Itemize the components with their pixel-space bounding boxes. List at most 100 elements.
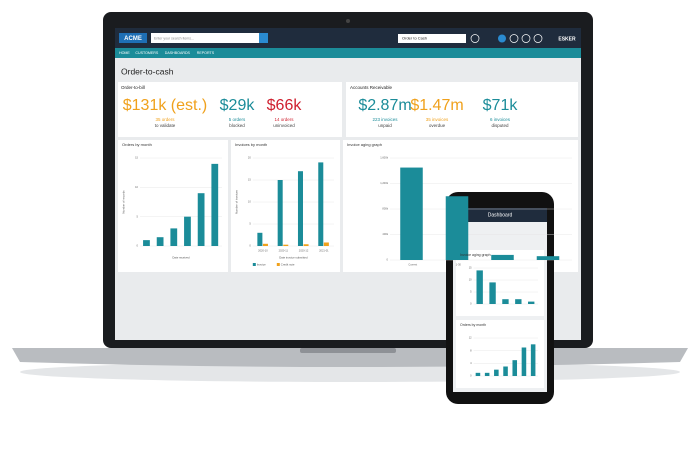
card [118, 82, 342, 137]
y-tick-label: 15 [248, 178, 251, 182]
bar [476, 270, 483, 304]
legend-swatch [276, 263, 280, 266]
legend-label: Invoice [257, 262, 266, 266]
y-tick-label: 10 [135, 185, 138, 189]
help-icon[interactable] [498, 34, 506, 43]
kpi-line1: 5 orders [229, 117, 246, 122]
y-tick-label: 0 [470, 374, 472, 378]
kpi-line2: overdue [429, 123, 446, 128]
bar [521, 347, 527, 376]
y-tick-label: 4 [470, 361, 472, 365]
icon[interactable] [533, 34, 543, 43]
bar [536, 256, 560, 260]
bar [491, 254, 514, 260]
kpi-value: $131k (est.) [123, 97, 207, 114]
bar [323, 242, 329, 246]
kpi-value: $1.47m [410, 97, 463, 114]
y-tick-label: 1,200k [380, 181, 388, 185]
y-tick-label: 0 [470, 302, 472, 306]
bar [184, 216, 191, 246]
kpi-value: $71k [483, 97, 519, 114]
kpi-line2: unpaid [378, 123, 392, 128]
chart-card [118, 140, 228, 272]
x-tick-label: Current [408, 263, 417, 267]
chart-title: Orders by month [122, 142, 152, 147]
nav-item[interactable]: CUSTOMERS [135, 51, 158, 55]
kpi-line2: disputed [491, 123, 509, 128]
bar [297, 171, 303, 246]
bar [303, 244, 309, 246]
nav-item[interactable]: REPORTS [197, 51, 215, 55]
y-tick-label: 15 [469, 266, 472, 270]
y-tick-label: 5 [137, 214, 139, 218]
y-tick-label: 10 [469, 278, 472, 282]
bar [197, 193, 205, 246]
kpi-value: $2.87m [358, 97, 411, 114]
bar [512, 360, 518, 376]
chart-title: Invoice aging graph [460, 253, 491, 257]
y-tick-label: 15 [135, 156, 138, 160]
y-tick-label: 0 [249, 244, 251, 248]
y-tick-label: 5 [249, 222, 251, 226]
kpi-line1: 223 invoices [372, 117, 398, 122]
nav: HOME CUSTOMERS DASHBOARDS REPORTS [119, 51, 215, 55]
kpi-line1: 14 orders [274, 117, 294, 122]
bar [170, 228, 178, 246]
bar [277, 180, 283, 246]
logo: ACME [124, 36, 142, 42]
x-axis-label: Date received [172, 256, 190, 260]
chart-title: Invoice aging graph [347, 142, 382, 147]
page-title: Order-to-cash [121, 66, 174, 76]
logo-box [119, 33, 147, 43]
icon[interactable] [509, 34, 519, 43]
search-button[interactable] [259, 33, 268, 43]
kpi-line1: 6 invoices [490, 117, 511, 122]
icon[interactable] [521, 34, 531, 43]
bar [484, 372, 490, 376]
y-tick-label: 5 [470, 290, 472, 294]
brand: ESKER [558, 36, 576, 42]
x-tick-label: 2020-11 [279, 249, 289, 253]
bar [503, 366, 508, 376]
y-tick-label: 0 [137, 244, 139, 248]
dropdown-label: Order to Cash [402, 36, 427, 41]
bar [143, 240, 150, 246]
card [346, 82, 578, 137]
bar [515, 299, 522, 304]
kpi-line1: 35 invoices [426, 117, 449, 122]
card-title: Order-to-bill [121, 85, 145, 90]
dropdown[interactable] [398, 34, 466, 43]
bar [475, 372, 481, 376]
y-tick-label: 8 [470, 348, 472, 352]
bar [489, 282, 496, 304]
bar [156, 237, 164, 246]
chart-title: Invoices by month [235, 142, 267, 147]
phone-title: Dashboard [488, 212, 513, 218]
x-axis-label: Date invoice submitted [279, 256, 308, 260]
chart-card [456, 250, 544, 316]
kpi-value: $66k [267, 97, 303, 114]
legend-label: Credit note [281, 262, 295, 266]
search-box[interactable] [151, 33, 261, 43]
y-axis-label: Number of records [122, 190, 126, 214]
bar [400, 167, 423, 260]
kpi-line2: uninvoiced [273, 123, 295, 128]
nav-bar [115, 48, 581, 58]
y-tick-label: 400k [382, 232, 388, 236]
hinge [300, 348, 396, 353]
x-tick-label: 1-30 [456, 263, 462, 267]
x-tick-label: 2020-10 [258, 249, 268, 253]
y-tick-label: 800k [382, 207, 388, 211]
legend-swatch [252, 263, 256, 266]
icon[interactable] [470, 34, 480, 43]
bar [318, 162, 324, 246]
chart-title: Orders by month [460, 323, 486, 327]
kpi-line2: blocked [229, 123, 245, 128]
nav-item[interactable]: DASHBOARDS [165, 51, 191, 55]
bar [502, 299, 509, 304]
y-tick-label: 12 [469, 336, 472, 340]
nav-item[interactable]: HOME [119, 51, 130, 55]
bar [528, 301, 535, 304]
